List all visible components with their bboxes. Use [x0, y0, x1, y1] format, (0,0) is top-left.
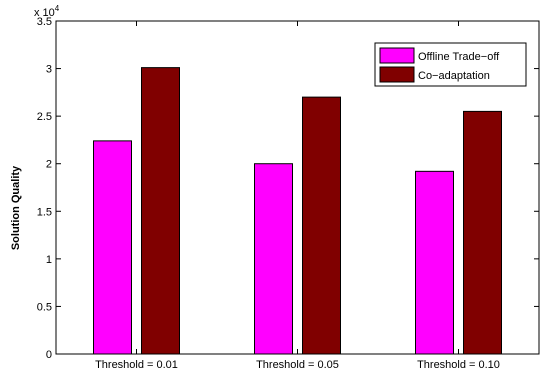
axes-group: 0 0.5 1 1.5 2 2.5 3 3.5 Threshold = 0.01 Threshol… — [37, 16, 540, 371]
x-tick-label: Threshold = 0.10 — [417, 359, 500, 371]
bar-coadaptation-0 — [141, 67, 180, 355]
bar-coadaptation-1 — [302, 96, 341, 355]
y-tick-label: 2.5 — [37, 111, 52, 123]
y-multiplier-label: x 104 — [34, 4, 60, 19]
y-tick-label: 3 — [46, 64, 52, 76]
y-tick-label: 2 — [46, 159, 52, 171]
x-tick-label: Threshold = 0.01 — [95, 359, 178, 371]
x-tick-label: Threshold = 0.05 — [256, 359, 339, 371]
y-tick-label: 1 — [46, 254, 52, 266]
y-multiplier-base: x 10 — [34, 7, 55, 19]
y-tick-label: 0 — [46, 349, 52, 361]
legend: Offline Trade−off Co−adaptation — [374, 42, 527, 87]
legend-swatch-offline — [379, 47, 415, 64]
bar-offline-2 — [415, 170, 454, 355]
legend-label-offline: Offline Trade−off — [418, 51, 500, 63]
bar-coadaptation-2 — [463, 110, 502, 355]
bar-offline-1 — [254, 163, 293, 355]
y-tick-label: 0.5 — [37, 301, 52, 313]
y-multiplier-exponent: 4 — [55, 4, 60, 13]
y-tick-label: 3.5 — [37, 16, 52, 28]
y-tick-label: 1.5 — [37, 206, 52, 218]
bars-group — [93, 67, 502, 355]
bar-offline-0 — [93, 140, 132, 355]
legend-label-coadaptation: Co−adaptation — [418, 70, 490, 82]
y-axis-label: Solution Quality — [10, 165, 22, 250]
legend-swatch-coadaptation — [379, 66, 415, 83]
